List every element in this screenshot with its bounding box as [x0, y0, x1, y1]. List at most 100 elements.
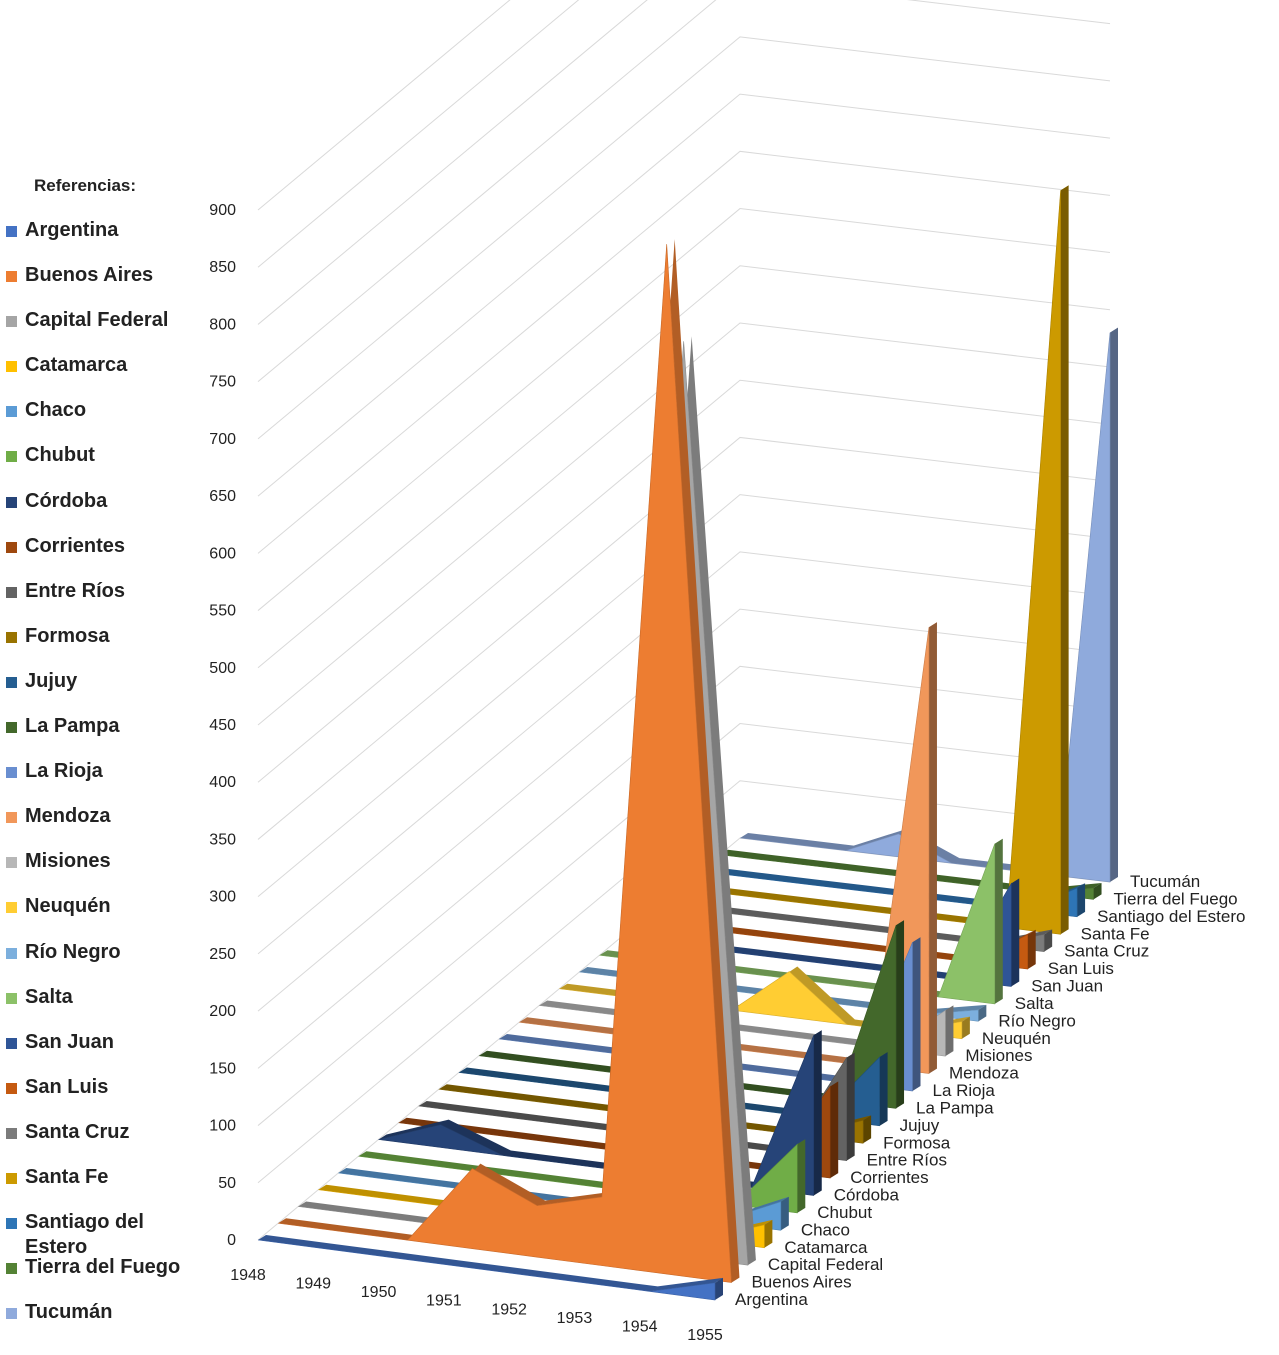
y-tick-label: 150 [209, 1060, 236, 1077]
legend-swatch [6, 631, 17, 643]
series-area-edge [338, 1168, 789, 1223]
series-area-edge [519, 622, 937, 1067]
series-area [257, 1235, 723, 1301]
series-axis-label: Corrientes [850, 1168, 928, 1187]
series-area-cap [879, 1052, 888, 1126]
legend-label: Argentina [25, 219, 119, 241]
gridline [257, 551, 1111, 955]
series-area-cap [978, 1004, 987, 1022]
series-area-edge [378, 1030, 822, 1188]
legend-title: Referencias: [34, 176, 137, 195]
legend-item: Buenos Aires [6, 263, 181, 308]
y-tick-label: 450 [209, 717, 236, 734]
legend-swatch [6, 226, 17, 237]
legend-item: Río Negro [6, 940, 181, 985]
legend-item: Catamarca [6, 353, 181, 398]
series-area-face [257, 1239, 716, 1301]
legend-swatch [6, 722, 17, 734]
legend-label: Santiago del Estero [25, 1211, 144, 1259]
y-tick-label: 900 [209, 202, 236, 219]
series-axis-label: Catamarca [784, 1238, 868, 1257]
series-axis-label: Entre Ríos [867, 1151, 947, 1170]
series-area-cap [994, 838, 1003, 1004]
series-area-cap [764, 1219, 773, 1248]
series-axis-label: Chubut [817, 1203, 872, 1222]
gridline [257, 494, 1111, 898]
series-area-cap [1011, 878, 1020, 987]
series-axis-label: San Luis [1048, 959, 1114, 978]
series-area-edge [318, 1184, 773, 1240]
series-axis-label: Tucumán [1130, 872, 1200, 891]
series-axis-label: Buenos Aires [751, 1273, 851, 1292]
x-tick-label: 1948 [230, 1267, 266, 1284]
legend-swatch [6, 1037, 17, 1049]
series-axis-label: Misiones [965, 1046, 1032, 1065]
series-area-face [278, 244, 732, 1283]
x-tick-label: 1950 [361, 1284, 397, 1301]
legend-label: Catamarca [25, 354, 128, 377]
series-axis-label: Río Negro [998, 1011, 1075, 1030]
legend-item: La Rioja [6, 759, 181, 804]
legend-swatch [6, 1308, 17, 1320]
series-area-cap [813, 1030, 822, 1196]
legend-label: Santa Cruz [25, 1120, 130, 1143]
series-axis-label: La Pampa [916, 1098, 994, 1117]
series-axis-label: Argentina [735, 1290, 808, 1309]
legend-item: Mendoza [6, 804, 181, 849]
series-area-cap [780, 1196, 789, 1231]
series-area-cap [846, 1052, 855, 1161]
series-area [378, 1030, 822, 1196]
x-tick-label: 1955 [687, 1327, 723, 1344]
legend-label: Mendoza [25, 805, 111, 828]
legend-swatch [6, 992, 17, 1004]
legend-swatch [6, 812, 17, 824]
y-tick-label: 550 [209, 603, 236, 620]
legend-label: Jujuy [25, 669, 78, 692]
legend-swatch [6, 496, 17, 508]
y-axis-ticks: 0 50 100 150 200 250 300 350 400 450 500 550 600 650 7… [209, 202, 236, 1249]
gridline [257, 0, 1111, 383]
y-tick-label: 600 [209, 545, 236, 562]
gridline [257, 322, 1111, 726]
legend-label: San Juan [25, 1030, 114, 1053]
back-wall [740, 0, 1110, 882]
series-axis-label: Capital Federal [768, 1255, 883, 1274]
series-area [699, 866, 1086, 918]
series-area-cap [1110, 327, 1118, 883]
legend-swatch [6, 451, 17, 463]
series-area [739, 327, 1118, 883]
legend-label: Chubut [25, 444, 95, 467]
series-axis-label: Formosa [883, 1133, 951, 1152]
series-area-cap [912, 937, 921, 1091]
series-area-cap [1044, 929, 1053, 952]
series-area [719, 849, 1102, 900]
legend-swatch [6, 586, 17, 598]
legend-item: Misiones [6, 849, 181, 894]
series-area [278, 239, 740, 1283]
x-tick-label: 1954 [622, 1318, 658, 1335]
legend-item: Neuquén [6, 894, 181, 939]
series-area-edge [438, 1084, 872, 1136]
legend-label: Corrientes [25, 534, 126, 557]
legend-item: Chubut [6, 443, 181, 488]
legend-label: Río Negro [25, 940, 121, 963]
gridline [257, 436, 1111, 840]
legend-label: Capital Federal [25, 309, 169, 332]
series-area-edge [699, 866, 1086, 911]
legend-swatch [6, 767, 17, 779]
series-area-cap [797, 1139, 806, 1213]
x-tick-label: 1952 [491, 1301, 527, 1318]
legend-label: Entre Ríos [25, 579, 126, 602]
legend-item: Formosa [6, 624, 181, 669]
series-axis-label: Tierra del Fuego [1114, 889, 1238, 908]
legend-item: Argentina [6, 218, 181, 263]
legend-item: Jujuy [6, 669, 181, 714]
legend-item: Capital Federal [6, 308, 181, 353]
series-area-cap [1027, 929, 1036, 970]
y-tick-label: 650 [209, 488, 236, 505]
y-tick-label: 400 [209, 774, 236, 791]
x-tick-label: 1949 [295, 1276, 331, 1293]
legend-item: Salta [6, 985, 181, 1030]
